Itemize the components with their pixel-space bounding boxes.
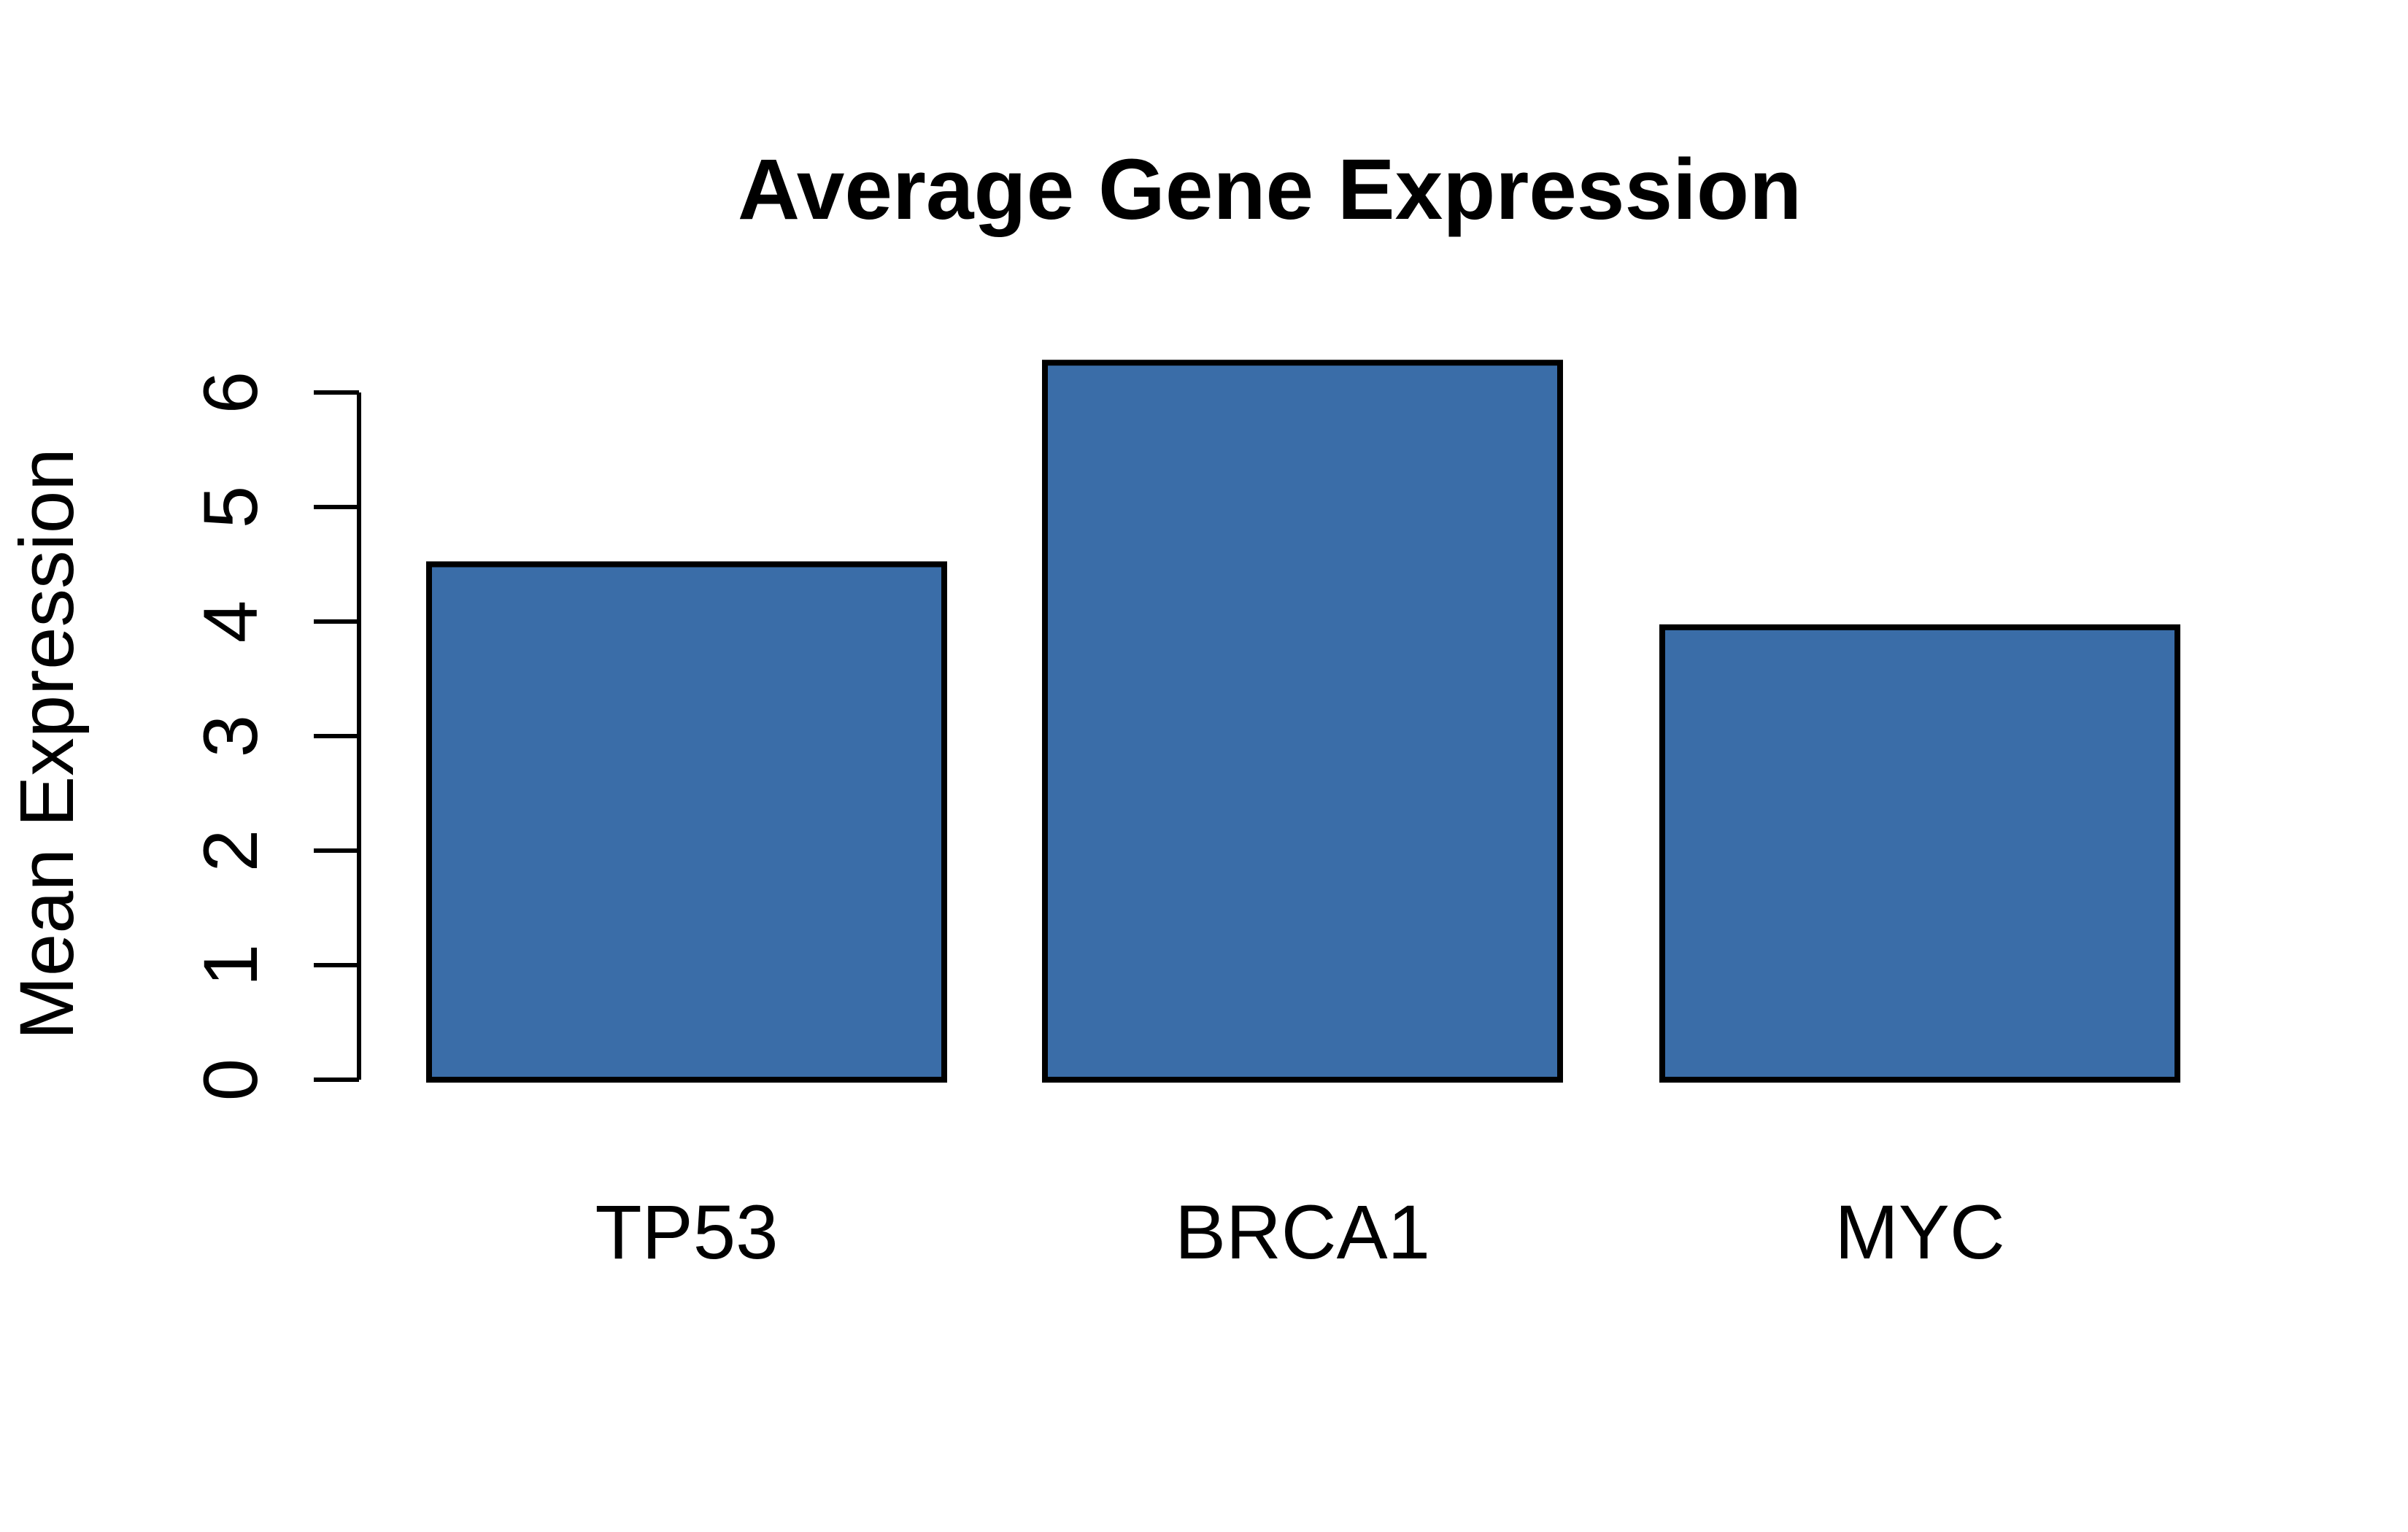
x-axis-label-brca1: BRCA1 (1175, 1190, 1430, 1275)
y-axis-tick-label: 5 (188, 486, 274, 528)
x-axis-label-tp53: TP53 (595, 1190, 779, 1275)
y-axis-tick-label: 6 (188, 371, 274, 414)
y-axis-label: Mean Expression (4, 448, 90, 1040)
chart-title: Average Gene Expression (738, 142, 1802, 238)
y-axis-tick-label: 0 (188, 1059, 274, 1101)
x-axis-labels: TP53 BRCA1 MYC (595, 1190, 2005, 1275)
x-axis-label-myc: MYC (1834, 1190, 2004, 1275)
y-axis-tick-label: 1 (188, 944, 274, 986)
y-axis-tick-label: 3 (188, 715, 274, 757)
bar-tp53 (426, 561, 947, 1083)
bar-myc (1659, 624, 2180, 1083)
y-axis: 0 1 2 3 4 5 6 (188, 371, 361, 1101)
bar-brca1 (1042, 360, 1563, 1083)
y-axis-tick-label: 4 (188, 600, 274, 643)
y-axis-tick-label: 2 (188, 829, 274, 872)
bars (426, 360, 2180, 1083)
